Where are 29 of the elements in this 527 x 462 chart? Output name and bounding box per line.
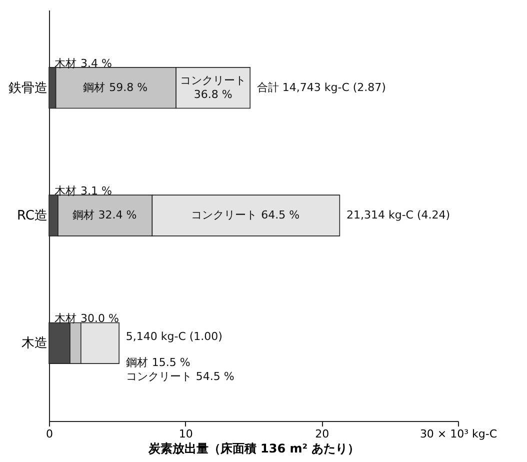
total-label: 21,314 kg-C (4.24) (346, 208, 450, 222)
y-tick-label: 鉄骨造 (8, 80, 48, 96)
series-label: 鋼材 (72, 208, 94, 222)
annotation: 59.8 % (109, 80, 148, 94)
text: 鋼材 (126, 356, 148, 370)
y-tick-label: 木造 (22, 336, 48, 352)
text: 木材 (54, 184, 76, 198)
annotation: 36.8 % (194, 88, 232, 101)
annotation: 15.5 % (152, 356, 190, 370)
annotation: 64.5 % (261, 208, 300, 222)
text: コンクリート (191, 208, 258, 222)
x-tick-label: 20 (315, 428, 330, 440)
total-label: 合計 14,743 kg-C (2.87) (256, 80, 386, 94)
text: 鋼材 (83, 80, 106, 94)
total-label: 5,140 kg-C (1.00) (126, 330, 222, 344)
y-tick-label: RC造 (17, 208, 48, 224)
x-tick-label: 0 (46, 428, 53, 440)
x-tick-label: 30 × 10³ kg-C (420, 428, 498, 440)
annotation: 3.1 % (80, 184, 112, 198)
annotation: 30.0 % (80, 312, 119, 326)
x-axis-title: 炭素放出量（床面積 136 m² あたり） (147, 442, 360, 456)
annotation: 3.4 % (80, 56, 112, 70)
series-label: コンクリート (180, 74, 246, 87)
x-tick-label: 10 (178, 428, 193, 440)
text: 木材 (54, 312, 76, 326)
annotation: 54.5 % (196, 370, 234, 384)
annotation: 32.4 % (98, 208, 137, 222)
text: コンクリート (126, 370, 192, 384)
series-label: 木材 (54, 56, 76, 70)
